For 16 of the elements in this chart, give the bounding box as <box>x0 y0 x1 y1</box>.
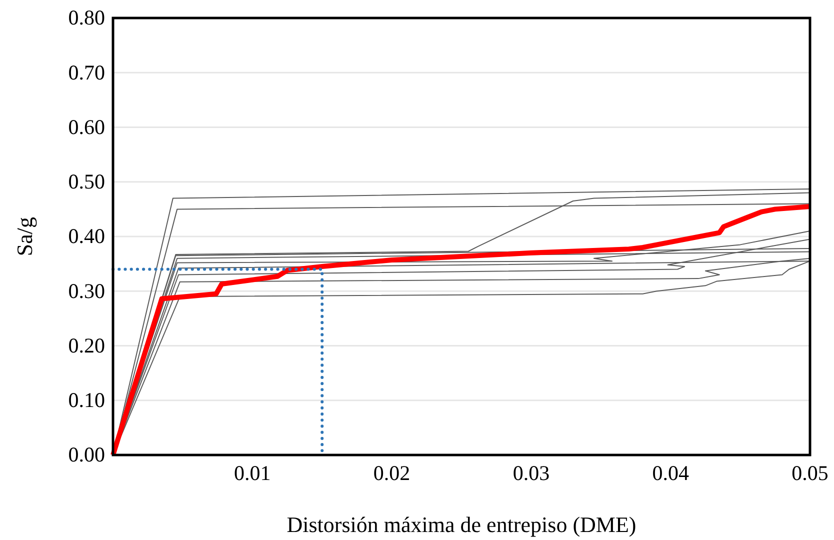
x-tick-label: 0.04 <box>652 460 690 485</box>
y-axis-title: Sa/g <box>12 216 37 256</box>
x-tick-label: 0.03 <box>512 460 550 485</box>
x-tick-label: 0.01 <box>234 460 271 485</box>
y-tick-label: 0.30 <box>68 278 105 303</box>
y-tick-label: 0.50 <box>68 170 105 194</box>
y-tick-label: 0.60 <box>68 114 105 139</box>
y-tick-label: 0.80 <box>68 6 105 30</box>
y-tick-label: 0.10 <box>68 388 105 412</box>
y-tick-label: 0.40 <box>68 224 105 248</box>
y-tick-label: 0.00 <box>68 442 105 467</box>
x-axis-title: Distorsión máxima de entrepiso (DME) <box>286 512 636 537</box>
y-tick-label: 0.70 <box>68 60 105 84</box>
y-tick-label: 0.20 <box>68 333 105 358</box>
x-tick-label: 0.05 <box>792 460 828 485</box>
x-tick-label: 0.02 <box>373 460 410 485</box>
